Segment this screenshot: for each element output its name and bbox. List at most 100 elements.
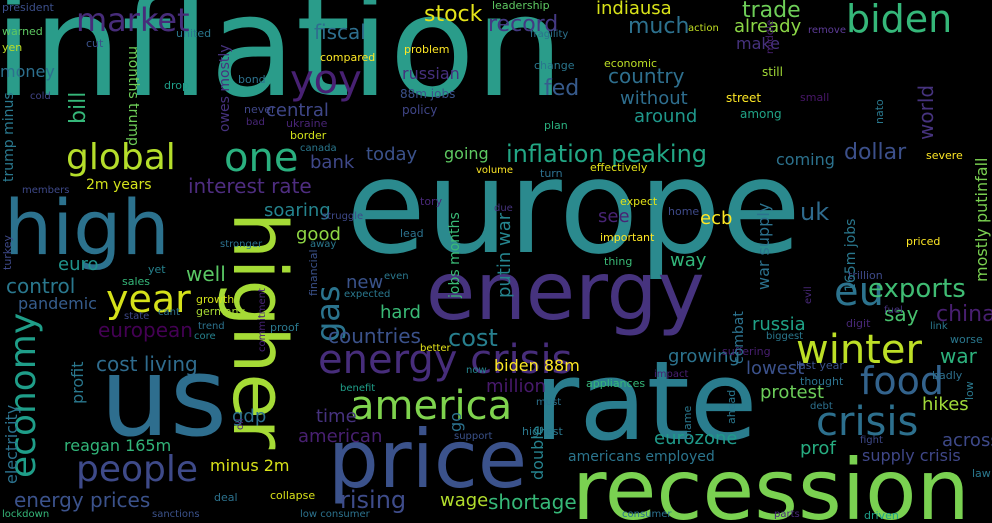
word-record: record (488, 12, 559, 37)
word-lockdown: lockdown (2, 509, 50, 520)
word-bank: bank (310, 152, 355, 173)
word-lead: lead (400, 227, 424, 240)
word-russian: russian (402, 64, 460, 83)
word-months-trump: months trump (125, 46, 141, 146)
word-shortage: shortage (488, 490, 577, 514)
word-problem: problem (404, 43, 450, 56)
word-priced: priced (906, 235, 941, 248)
word-protest: protest (760, 382, 825, 403)
word-cost: cost (448, 324, 498, 352)
word-rising: rising (340, 486, 407, 514)
word-struggle: struggle (322, 211, 364, 222)
word-warned: warned (2, 25, 43, 38)
word-must: must (536, 397, 562, 408)
word-nato: nato (873, 99, 886, 124)
word-well: well (186, 262, 226, 286)
word-benefit: benefit (340, 383, 376, 394)
word-cold: cold (30, 91, 51, 102)
word-european: european (98, 318, 193, 342)
word-still: still (762, 65, 783, 79)
word-fragility: fragility (530, 29, 569, 40)
word-minus-2m: minus 2m (210, 456, 290, 475)
word-hikes: hikes (922, 394, 969, 415)
word-bill: bill (66, 91, 91, 124)
word-blame: blame (681, 405, 694, 440)
word-members: members (22, 185, 70, 196)
word-yen: yen (2, 41, 23, 54)
word-ahead: ahead (725, 389, 738, 424)
word-cut: cut (86, 37, 104, 50)
word-around: around (634, 106, 698, 127)
word-fuel: fuel (884, 305, 903, 316)
word-2m-years: 2m years (86, 177, 152, 193)
word-last-year: last year (796, 359, 844, 372)
word-americans-employed: americans employed (568, 449, 715, 465)
word-165m-jobs: 165m jobs (843, 218, 859, 292)
word-core: core (194, 331, 216, 342)
word-important: important (600, 231, 655, 244)
word-biden-88m: biden 88m (494, 356, 580, 375)
word-good: good (296, 224, 341, 245)
word-border: border (290, 129, 327, 142)
word-never: never (244, 103, 276, 116)
word-central: central (266, 100, 329, 121)
word-inflation: inflation (0, 0, 564, 129)
word-deal: deal (214, 491, 238, 504)
word-volume: volume (476, 165, 514, 176)
word-profit: profit (68, 361, 87, 404)
word-america: america (350, 383, 513, 429)
word-president: president (2, 1, 54, 14)
word-better: better (420, 343, 451, 354)
word-already: already (734, 16, 802, 37)
word-now: now (466, 365, 487, 376)
word-canada: canada (300, 143, 337, 154)
word-jobs-months: jobs months (447, 212, 463, 298)
word-policy: policy (402, 103, 438, 117)
word-reagan-165m: reagan 165m (64, 436, 172, 455)
word-drop: drop (164, 79, 189, 92)
word-away: away (310, 239, 337, 250)
word-commitment: commitment (257, 288, 268, 352)
word-pandemic: pandemic (18, 294, 97, 313)
word-see: see (598, 206, 630, 227)
word-trend: trend (198, 321, 225, 332)
word-fed: fed (544, 76, 580, 101)
word-remove: remove (808, 25, 846, 36)
word-parts: parts (774, 509, 800, 520)
word-fiscal: fiscal (314, 20, 366, 44)
word-prof: prof (800, 438, 836, 459)
word-without: without (620, 88, 688, 109)
word-rate: rate (534, 337, 758, 465)
word-countries: countries (328, 324, 421, 348)
word-hard: hard (380, 302, 421, 323)
word-soaring: soaring (264, 200, 331, 221)
word-among: among (740, 107, 782, 121)
word-mostly-putinfall: mostly putinfall (972, 157, 991, 282)
word-war-supply: war supply (754, 202, 773, 290)
word-coming: coming (776, 150, 835, 169)
word-expected: expected (344, 289, 391, 300)
word-driven: driven (864, 509, 899, 522)
word-recession: recession (572, 441, 970, 523)
word-consumer: consumer (622, 509, 672, 520)
word-digit: digit (846, 317, 871, 330)
word-high: high (4, 183, 170, 272)
word-expect: expect (620, 195, 658, 208)
word-state: state (124, 311, 150, 322)
word-million: million (486, 376, 546, 397)
word-badly: badly (932, 369, 963, 382)
word-energy: energy (426, 245, 705, 338)
word-people: people (76, 449, 199, 490)
word-year: year (106, 277, 191, 321)
word-country: country (608, 64, 685, 88)
word-interest-rate: interest rate (188, 174, 312, 198)
word-debt: debt (810, 401, 833, 412)
word-go: go (446, 412, 465, 432)
word-evil: evil (803, 286, 814, 304)
word-united: united (176, 27, 212, 40)
word-across: across (942, 430, 992, 451)
word-financial: financial (307, 249, 320, 296)
word-putin-war: putin war (494, 212, 515, 298)
word-way: way (670, 250, 707, 271)
word-sales: sales (122, 275, 151, 288)
